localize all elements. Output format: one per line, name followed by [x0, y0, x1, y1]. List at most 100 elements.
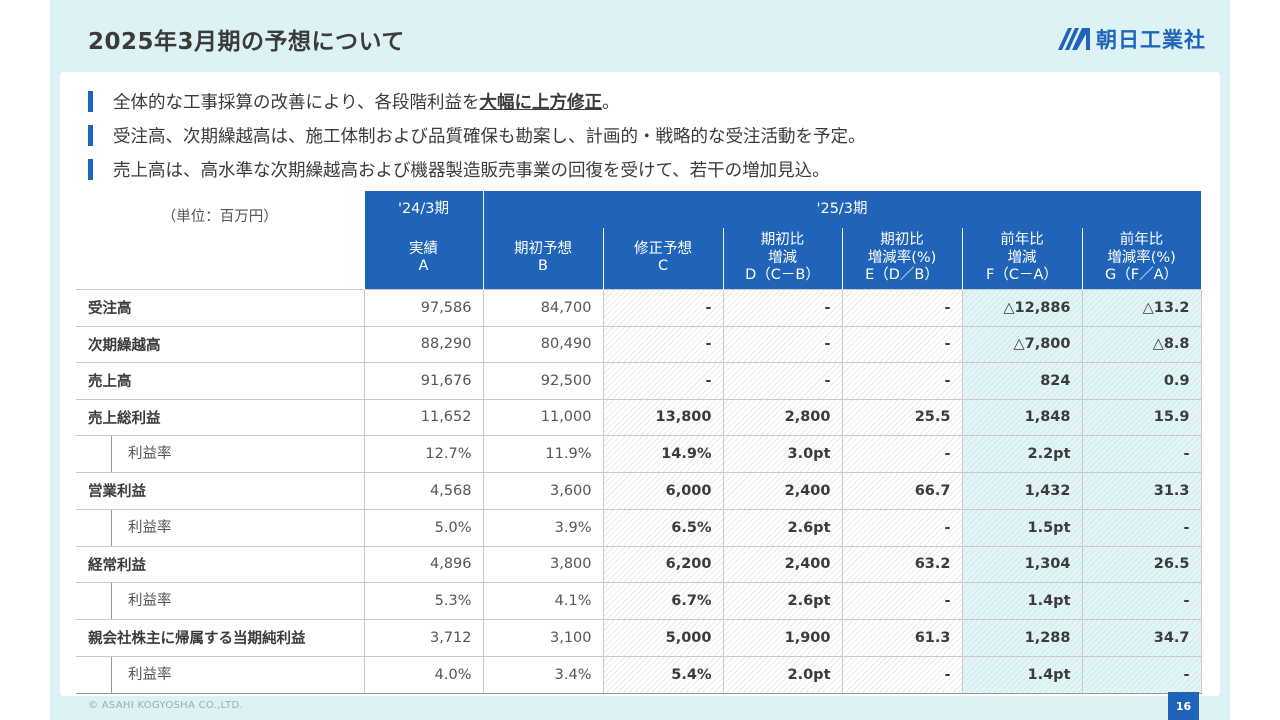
bullet-item: 売上高は、高水準な次期繰越高および機器製造販売事業の回復を受けて、若干の増加見込… [88, 152, 866, 186]
table-cell: 3,800 [483, 546, 604, 583]
row-label: 経常利益 [76, 546, 365, 583]
table-cell: 92,500 [483, 362, 604, 400]
row-label: 受注高 [76, 289, 365, 327]
table-cell: - [603, 326, 724, 363]
column-header-line: 増減率(%) [1107, 249, 1176, 266]
table-row: 利益率 5.3% 4.1% 6.7% 2.6pt -1.4pt - [76, 582, 1202, 620]
row-sublabel-text: 利益率 [111, 583, 172, 619]
page-number: 16 [1168, 692, 1199, 720]
row-sublabel-text: 利益率 [111, 436, 172, 472]
table-cell: - [842, 289, 963, 327]
table-cell: 3.0pt [723, 435, 843, 473]
table-cell: 2.0pt [723, 656, 843, 694]
company-logo-text: 朝日工業社 [1096, 28, 1206, 52]
row-sublabel: 利益率 [76, 582, 365, 620]
table-cell: - [842, 326, 963, 363]
column-header-line: 前年比 [1119, 232, 1164, 249]
table-cell: 26.5 [1082, 546, 1202, 583]
bullet-text: 受注高、次期繰越高は、施工体制および品質確保も勘案し、計画的・戦略的な受注活動を… [113, 126, 866, 147]
table-cell: - [603, 362, 724, 400]
table-cell: 1.5pt [962, 509, 1083, 547]
row-sublabel-text: 利益率 [111, 509, 172, 546]
table-row: 受注高 97,586 84,700- - - △12,886 △13.2 [76, 289, 1202, 327]
table-cell: 3.4% [483, 656, 604, 694]
table-cell: 6.7% [603, 582, 724, 620]
table-cell: 1,848 [962, 399, 1083, 436]
table-cell: - [842, 362, 963, 400]
row-label: 売上総利益 [76, 399, 365, 436]
bullet-text-end: 。 [601, 92, 620, 113]
row-sublabel: 利益率 [76, 435, 365, 473]
bullet-list: 全体的な工事採算の改善により、各段階利益を 大幅に上方修正。 受注高、次期繰越高は… [88, 84, 866, 186]
column-header: 期初比 増減 D（C－B） [722, 227, 843, 290]
column-header-line: C [657, 258, 669, 275]
table-row: 次期繰越高 88,290 80,490- - - △7,800 △8.8 [76, 326, 1202, 363]
table-cell: 97,586 [364, 289, 484, 327]
table-cell: 1.4pt [962, 582, 1083, 620]
period-curr-header: '25/3期 [482, 191, 1202, 228]
table-cell: 5.3% [364, 582, 484, 620]
page-title: 2025年3月期の予想について [88, 29, 405, 55]
column-header-line: B [538, 258, 548, 275]
table-cell: - [723, 362, 843, 400]
table-cell: 11.9% [483, 435, 604, 473]
table-cell: 88,290 [364, 326, 484, 363]
table-cell: 13,800 [603, 399, 724, 436]
column-header: 修正予想 C [602, 227, 724, 290]
table-cell: 6,200 [603, 546, 724, 583]
table-cell: 6,000 [603, 472, 724, 510]
table-cell: 63.2 [842, 546, 963, 583]
table-cell: 5.4% [603, 656, 724, 694]
row-sublabel: 利益率 [76, 656, 365, 694]
table-cell: 91,676 [364, 362, 484, 400]
table-cell: 2.2pt [962, 435, 1083, 473]
table-cell: 14.9% [603, 435, 724, 473]
table-cell: △7,800 [962, 326, 1083, 363]
row-label: 次期繰越高 [76, 326, 365, 363]
table-cell: 66.7 [842, 472, 963, 510]
table-cell: 11,652 [364, 399, 484, 436]
column-header-line: 期初比 [880, 232, 924, 249]
row-sublabel-text: 利益率 [111, 656, 172, 693]
column-header: 前年比 増減率(%) G（F／A） [1081, 227, 1202, 290]
bullet-bar-icon [88, 124, 93, 146]
table-cell: 4.1% [483, 582, 604, 620]
column-header-line: A [418, 258, 429, 275]
column-header-line: G（F／A） [1105, 266, 1179, 283]
table-cell: 1,432 [962, 472, 1083, 510]
table-cell: 1,288 [962, 619, 1083, 657]
table-cell: - [1082, 656, 1202, 694]
table-cell: 5.0% [364, 509, 484, 547]
company-logo-icon [1058, 28, 1090, 50]
row-label: 営業利益 [76, 472, 365, 510]
table-cell: 2,400 [723, 546, 843, 583]
table-cell: 4,568 [364, 472, 484, 510]
forecast-table: （単位：百万円） '24/3期 '25/3期 実績 A 期初予想 B 修正予想 C 期初比増… [76, 191, 1202, 694]
table-row: 利益率 12.7% 11.9% 14.9% 3.0pt -2.2pt - [76, 435, 1202, 473]
table-row: 売上高 91,676 92,500- - -824 0.9 [76, 362, 1202, 400]
table-cell: - [723, 289, 843, 327]
table-cell: 2,400 [723, 472, 843, 510]
table-cell: 34.7 [1082, 619, 1202, 657]
column-header-line: E（D／B） [865, 266, 939, 283]
table-cell: 61.3 [842, 619, 963, 657]
row-label: 売上高 [76, 362, 365, 400]
column-header-line: 実績 [409, 240, 438, 257]
row-label: 親会社株主に帰属する当期純利益 [76, 619, 365, 657]
table-cell: 3,600 [483, 472, 604, 510]
column-header-line: 前年比 [1000, 232, 1044, 249]
row-sublabel: 利益率 [76, 509, 365, 547]
table-cell: 3.9% [483, 509, 604, 547]
table-cell: - [1082, 582, 1202, 620]
bullet-bar-icon [88, 158, 93, 180]
table-cell: 1.4pt [962, 656, 1083, 694]
table-cell: 6.5% [603, 509, 724, 547]
table-row: 利益率 5.0% 3.9% 6.5% 2.6pt -1.5pt - [76, 509, 1202, 547]
column-header-line: 期初予想 [514, 240, 572, 257]
table-cell: 84,700 [483, 289, 604, 327]
table-cell: - [1082, 435, 1202, 473]
column-header: 実績 A [363, 227, 484, 290]
table-cell: 2,800 [723, 399, 843, 436]
column-header-line: 修正予想 [634, 240, 692, 257]
unit-label: （単位：百万円） [76, 191, 364, 290]
